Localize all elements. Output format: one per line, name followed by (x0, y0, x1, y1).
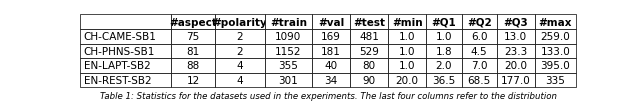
Text: Table 1: Statistics for the datasets used in the experiments. The last four colu: Table 1: Statistics for the datasets use… (99, 91, 557, 100)
